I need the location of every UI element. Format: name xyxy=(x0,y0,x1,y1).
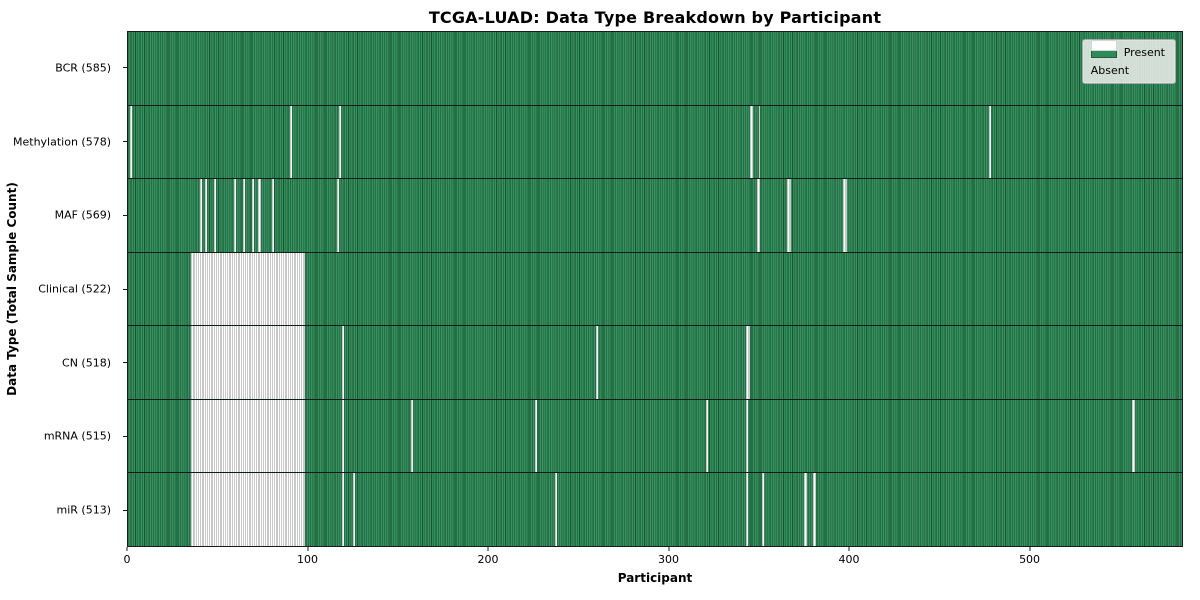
absent-block-maf xyxy=(214,179,217,252)
absent-block-maf xyxy=(787,179,792,252)
xtick-mark-100 xyxy=(307,547,308,551)
xtick-label-100: 100 xyxy=(297,553,318,566)
absent-block-mir xyxy=(191,473,305,547)
absent-block-maf xyxy=(252,179,255,252)
absent-block-maf xyxy=(336,179,339,252)
xtick-label-500: 500 xyxy=(1019,553,1041,566)
ytick-mark-clinical xyxy=(123,288,127,290)
ytick-mark-cn xyxy=(123,362,127,364)
xtick-label-200: 200 xyxy=(477,553,499,566)
absent-block-methylation xyxy=(290,105,292,179)
ytick-mark-maf xyxy=(123,214,127,216)
absent-block-mrna xyxy=(706,399,709,473)
absent-block-mrna xyxy=(745,399,748,473)
absent-block-methylation xyxy=(749,105,754,179)
x-axis-label: Participant xyxy=(617,571,693,585)
chart-title: TCGA-LUAD: Data Type Breakdown by Partic… xyxy=(428,8,882,27)
absent-block-maf xyxy=(843,179,847,252)
absent-block-mrna xyxy=(410,399,413,473)
ytick-mark-bcr xyxy=(123,67,127,69)
absent-block-mrna xyxy=(535,399,537,473)
absent-block-mir xyxy=(745,473,748,547)
absent-block-mir xyxy=(803,473,808,547)
ytick-label-mir: miR (513) xyxy=(56,503,112,517)
ytick-label-maf: MAF (569) xyxy=(54,208,111,222)
xtick-mark-0 xyxy=(126,547,128,551)
ytick-label-cn: CN (518) xyxy=(62,356,111,370)
absent-block-mir xyxy=(812,473,817,547)
absent-block-mir xyxy=(342,473,345,547)
x-axis-ticks: 0 100 200 300 400 500 xyxy=(123,547,1183,569)
absent-block-methylation xyxy=(758,105,761,179)
row-mir xyxy=(128,472,1182,547)
xtick-mark-400 xyxy=(848,547,850,551)
absent-block-clinical xyxy=(191,252,305,326)
legend-absent-label: Absent xyxy=(1090,64,1130,77)
absent-block-cn xyxy=(596,326,599,399)
row-methylation xyxy=(128,104,1182,179)
absent-block-maf xyxy=(200,179,202,252)
absent-block-mrna xyxy=(1131,399,1136,473)
ytick-label-methylation: Methylation (578) xyxy=(13,135,111,149)
legend-present-label: Present xyxy=(1123,46,1165,59)
row-cn xyxy=(128,325,1182,399)
absent-swatch-icon xyxy=(1090,40,1117,51)
xtick-label-300: 300 xyxy=(658,553,680,566)
absent-block-cn xyxy=(342,326,345,399)
absent-block-maf xyxy=(756,179,761,252)
ytick-mark-methylation xyxy=(123,141,127,143)
plot-area xyxy=(127,31,1183,547)
absent-block-maf xyxy=(234,179,237,252)
absent-block-maf xyxy=(272,179,274,252)
absent-block-mir xyxy=(762,473,764,547)
row-bcr xyxy=(128,32,1182,105)
y-axis-ticks: BCR (585) Methylation (578) MAF (569) Clini… xyxy=(0,31,127,547)
absent-block-cn xyxy=(191,326,305,399)
legend-item-absent: Absent xyxy=(1090,40,1165,77)
row-maf xyxy=(128,178,1182,252)
xtick-mark-500 xyxy=(1029,547,1031,551)
ytick-mark-mrna xyxy=(123,435,127,437)
absent-block-maf xyxy=(205,179,208,252)
absent-block-mir xyxy=(555,473,557,547)
ytick-mark-mir xyxy=(123,509,127,511)
absent-block-maf xyxy=(243,179,246,252)
ytick-label-clinical: Clinical (522) xyxy=(38,282,111,296)
absent-block-methylation xyxy=(129,105,132,179)
xtick-label-0: 0 xyxy=(123,553,131,566)
absent-block-cn xyxy=(745,326,750,399)
ytick-label-mrna: mRNA (515) xyxy=(43,429,111,443)
row-clinical xyxy=(128,251,1182,326)
absent-block-methylation xyxy=(338,105,341,179)
ytick-label-bcr: BCR (585) xyxy=(55,61,111,75)
xtick-label-400: 400 xyxy=(838,553,860,566)
absent-block-mir xyxy=(353,473,355,547)
absent-block-mrna xyxy=(191,399,305,473)
legend: Present Absent xyxy=(1081,39,1176,84)
absent-block-methylation xyxy=(989,105,991,179)
xtick-mark-300 xyxy=(668,547,670,551)
absent-block-mrna xyxy=(342,399,345,473)
absent-block-maf xyxy=(257,179,262,252)
row-mrna xyxy=(128,398,1182,473)
xtick-mark-200 xyxy=(487,547,489,551)
